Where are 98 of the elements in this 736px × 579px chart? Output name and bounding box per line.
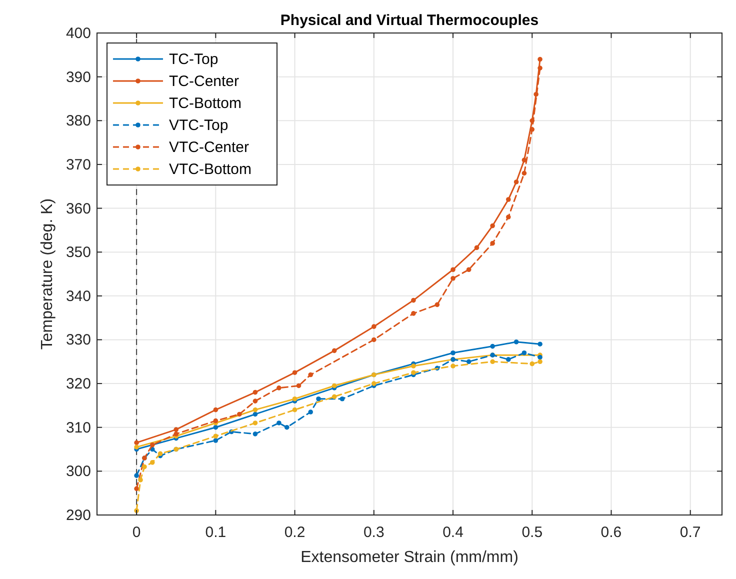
y-tick-label: 360 (66, 200, 91, 218)
x-axis-title: Extensometer Strain (mm/mm) (300, 549, 518, 566)
point (252, 390, 258, 395)
point (530, 127, 535, 132)
point (372, 337, 376, 342)
point (450, 267, 456, 272)
point (292, 370, 298, 375)
y-tick-label: 390 (66, 68, 91, 86)
point (411, 298, 416, 303)
x-tick-label: 0.6 (600, 524, 622, 541)
point (213, 407, 218, 412)
point (252, 432, 258, 436)
legend-label: TC-Center (169, 73, 240, 90)
x-tick-label: 0.2 (284, 524, 306, 541)
point (252, 420, 258, 426)
point (474, 245, 480, 250)
x-tick-label: 0.1 (205, 524, 226, 541)
chart-title: Physical and Virtual Thermocouples (280, 12, 539, 29)
point (466, 267, 472, 272)
point (142, 464, 147, 470)
point (150, 442, 155, 448)
y-tick-label: 350 (66, 244, 91, 262)
y-tick-label: 320 (66, 376, 91, 393)
point (506, 214, 511, 220)
point (522, 170, 527, 176)
legend-label: VTC-Bottom (169, 161, 252, 178)
y-tick-label: 300 (66, 463, 91, 480)
point (411, 364, 416, 368)
y-tick-label: 330 (66, 332, 91, 349)
point (252, 412, 258, 417)
point (490, 240, 495, 246)
point (506, 357, 511, 362)
point (292, 407, 298, 412)
point (174, 432, 179, 436)
point (213, 438, 218, 443)
point (514, 180, 519, 184)
point (332, 394, 337, 400)
point (538, 66, 542, 70)
y-tick-label: 380 (66, 112, 91, 130)
point (538, 56, 542, 62)
point (134, 473, 139, 478)
legend-label: TC-Bottom (169, 95, 242, 112)
x-tick-label: 0.4 (442, 524, 464, 541)
point (316, 396, 321, 402)
point (450, 350, 456, 356)
point (332, 348, 337, 354)
point (450, 276, 456, 281)
point (308, 410, 314, 414)
point (506, 197, 511, 202)
point (276, 386, 282, 390)
point (284, 424, 290, 430)
point (466, 359, 472, 364)
point (252, 407, 258, 412)
y-tick-label: 290 (66, 507, 91, 524)
point (538, 354, 542, 360)
point (411, 370, 416, 375)
point (450, 364, 456, 368)
point (134, 486, 139, 492)
y-axis-title: Temperature (deg. K) (39, 198, 56, 350)
point (490, 344, 495, 349)
point (308, 372, 314, 378)
point (411, 311, 416, 316)
legend-label: VTC-Top (169, 117, 228, 134)
point (522, 350, 527, 356)
y-tick-label: 310 (66, 419, 91, 436)
point (150, 460, 155, 465)
point (434, 302, 440, 308)
point (332, 383, 337, 388)
point (538, 342, 542, 347)
point (372, 381, 376, 386)
y-tick-label: 400 (66, 25, 91, 42)
x-tick-label: 0 (132, 524, 141, 541)
point (213, 424, 218, 430)
point (174, 427, 179, 432)
y-tick-label: 370 (66, 156, 91, 174)
point (340, 396, 345, 402)
point (292, 396, 298, 402)
legend-label: VTC-Center (169, 139, 250, 156)
point (138, 478, 143, 482)
point (514, 340, 519, 344)
x-tick-label: 0.3 (363, 524, 384, 541)
point (296, 383, 302, 388)
point (538, 359, 542, 364)
legend-label: TC-Top (169, 51, 218, 68)
y-tick-label: 340 (66, 288, 91, 305)
point (490, 223, 495, 228)
point (134, 440, 139, 446)
point (372, 324, 376, 329)
point (490, 359, 495, 364)
x-tick-label: 0.7 (680, 524, 701, 541)
point (213, 418, 218, 424)
x-tick-label: 0.5 (522, 524, 543, 541)
point (237, 412, 242, 417)
point (134, 444, 139, 450)
point (213, 434, 218, 439)
point (252, 398, 258, 404)
point (276, 420, 282, 426)
point (530, 361, 535, 366)
